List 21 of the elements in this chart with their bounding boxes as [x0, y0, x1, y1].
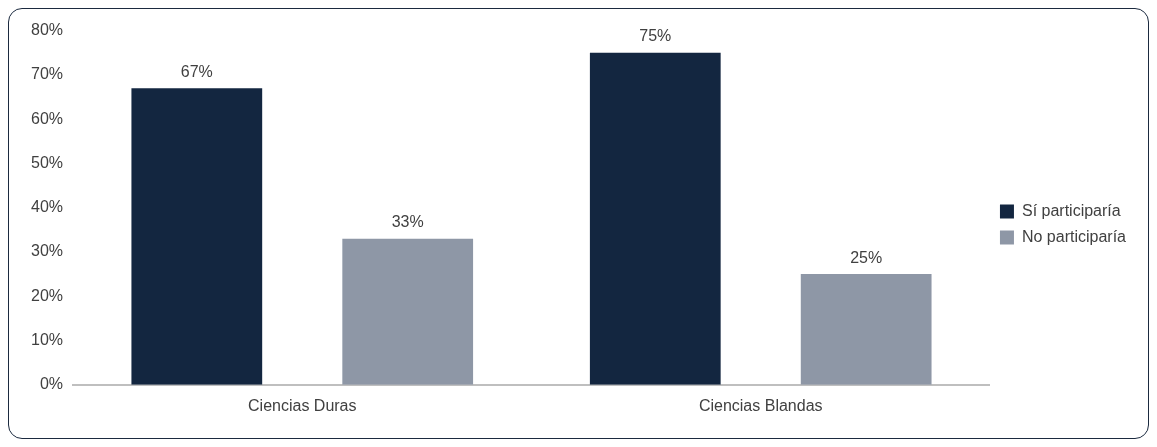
y-tick-label: 80% [30, 21, 64, 39]
text: 67% [180, 62, 213, 80]
legend-label: Sí participaría [1021, 201, 1121, 219]
x-tick-label: Ciencias Duras [248, 396, 357, 414]
y-tick-label: 20% [30, 286, 64, 304]
y-tick-label: 70% [30, 65, 64, 83]
y-tick-label: 60% [30, 109, 64, 127]
text: 33% [391, 213, 424, 231]
x-tick-label: Ciencias Blandas [698, 396, 823, 414]
y-tick-label: 40% [30, 198, 64, 216]
y-tick-label: 0% [39, 375, 64, 393]
bar [589, 52, 721, 385]
bar [131, 88, 263, 385]
legend-label: No participaría [1021, 227, 1127, 245]
bar [800, 274, 932, 385]
text: 25% [850, 248, 883, 266]
y-tick-label: 30% [30, 242, 64, 260]
y-tick-label: 10% [30, 330, 64, 348]
text: 75% [639, 27, 672, 45]
bar [342, 238, 474, 385]
y-tick-label: 50% [30, 153, 64, 171]
